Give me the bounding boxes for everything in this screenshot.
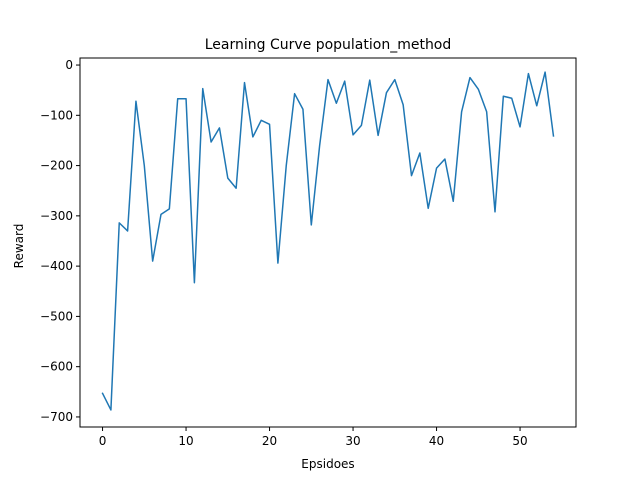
y-tick-label: −700 — [40, 410, 73, 424]
y-tick-label: 0 — [65, 58, 73, 72]
x-tick-label: 20 — [262, 434, 277, 448]
chart-title: Learning Curve population_method — [205, 37, 452, 53]
y-tick-label: −200 — [40, 159, 73, 173]
plot-background — [80, 58, 576, 427]
x-tick-label: 40 — [429, 434, 444, 448]
y-axis-label: Reward — [12, 224, 26, 269]
y-tick-label: −100 — [40, 108, 73, 122]
x-tick-label: 30 — [345, 434, 360, 448]
y-tick-label: −500 — [40, 309, 73, 323]
x-axis-label: Epsidoes — [301, 457, 354, 471]
y-tick-label: −600 — [40, 360, 73, 374]
series-line-0 — [101, 71, 555, 411]
x-tick-label: 50 — [512, 434, 527, 448]
y-tick-label: −300 — [40, 209, 73, 223]
plot-area: 0 10 20 30 40 50 0 −100 −200 −300 −400 −500 −600 −700 — [40, 57, 577, 448]
axes-frame — [79, 57, 577, 428]
x-tick-label: 10 — [178, 434, 193, 448]
x-tick-label: 0 — [99, 434, 107, 448]
y-tick-label: −400 — [40, 259, 73, 273]
